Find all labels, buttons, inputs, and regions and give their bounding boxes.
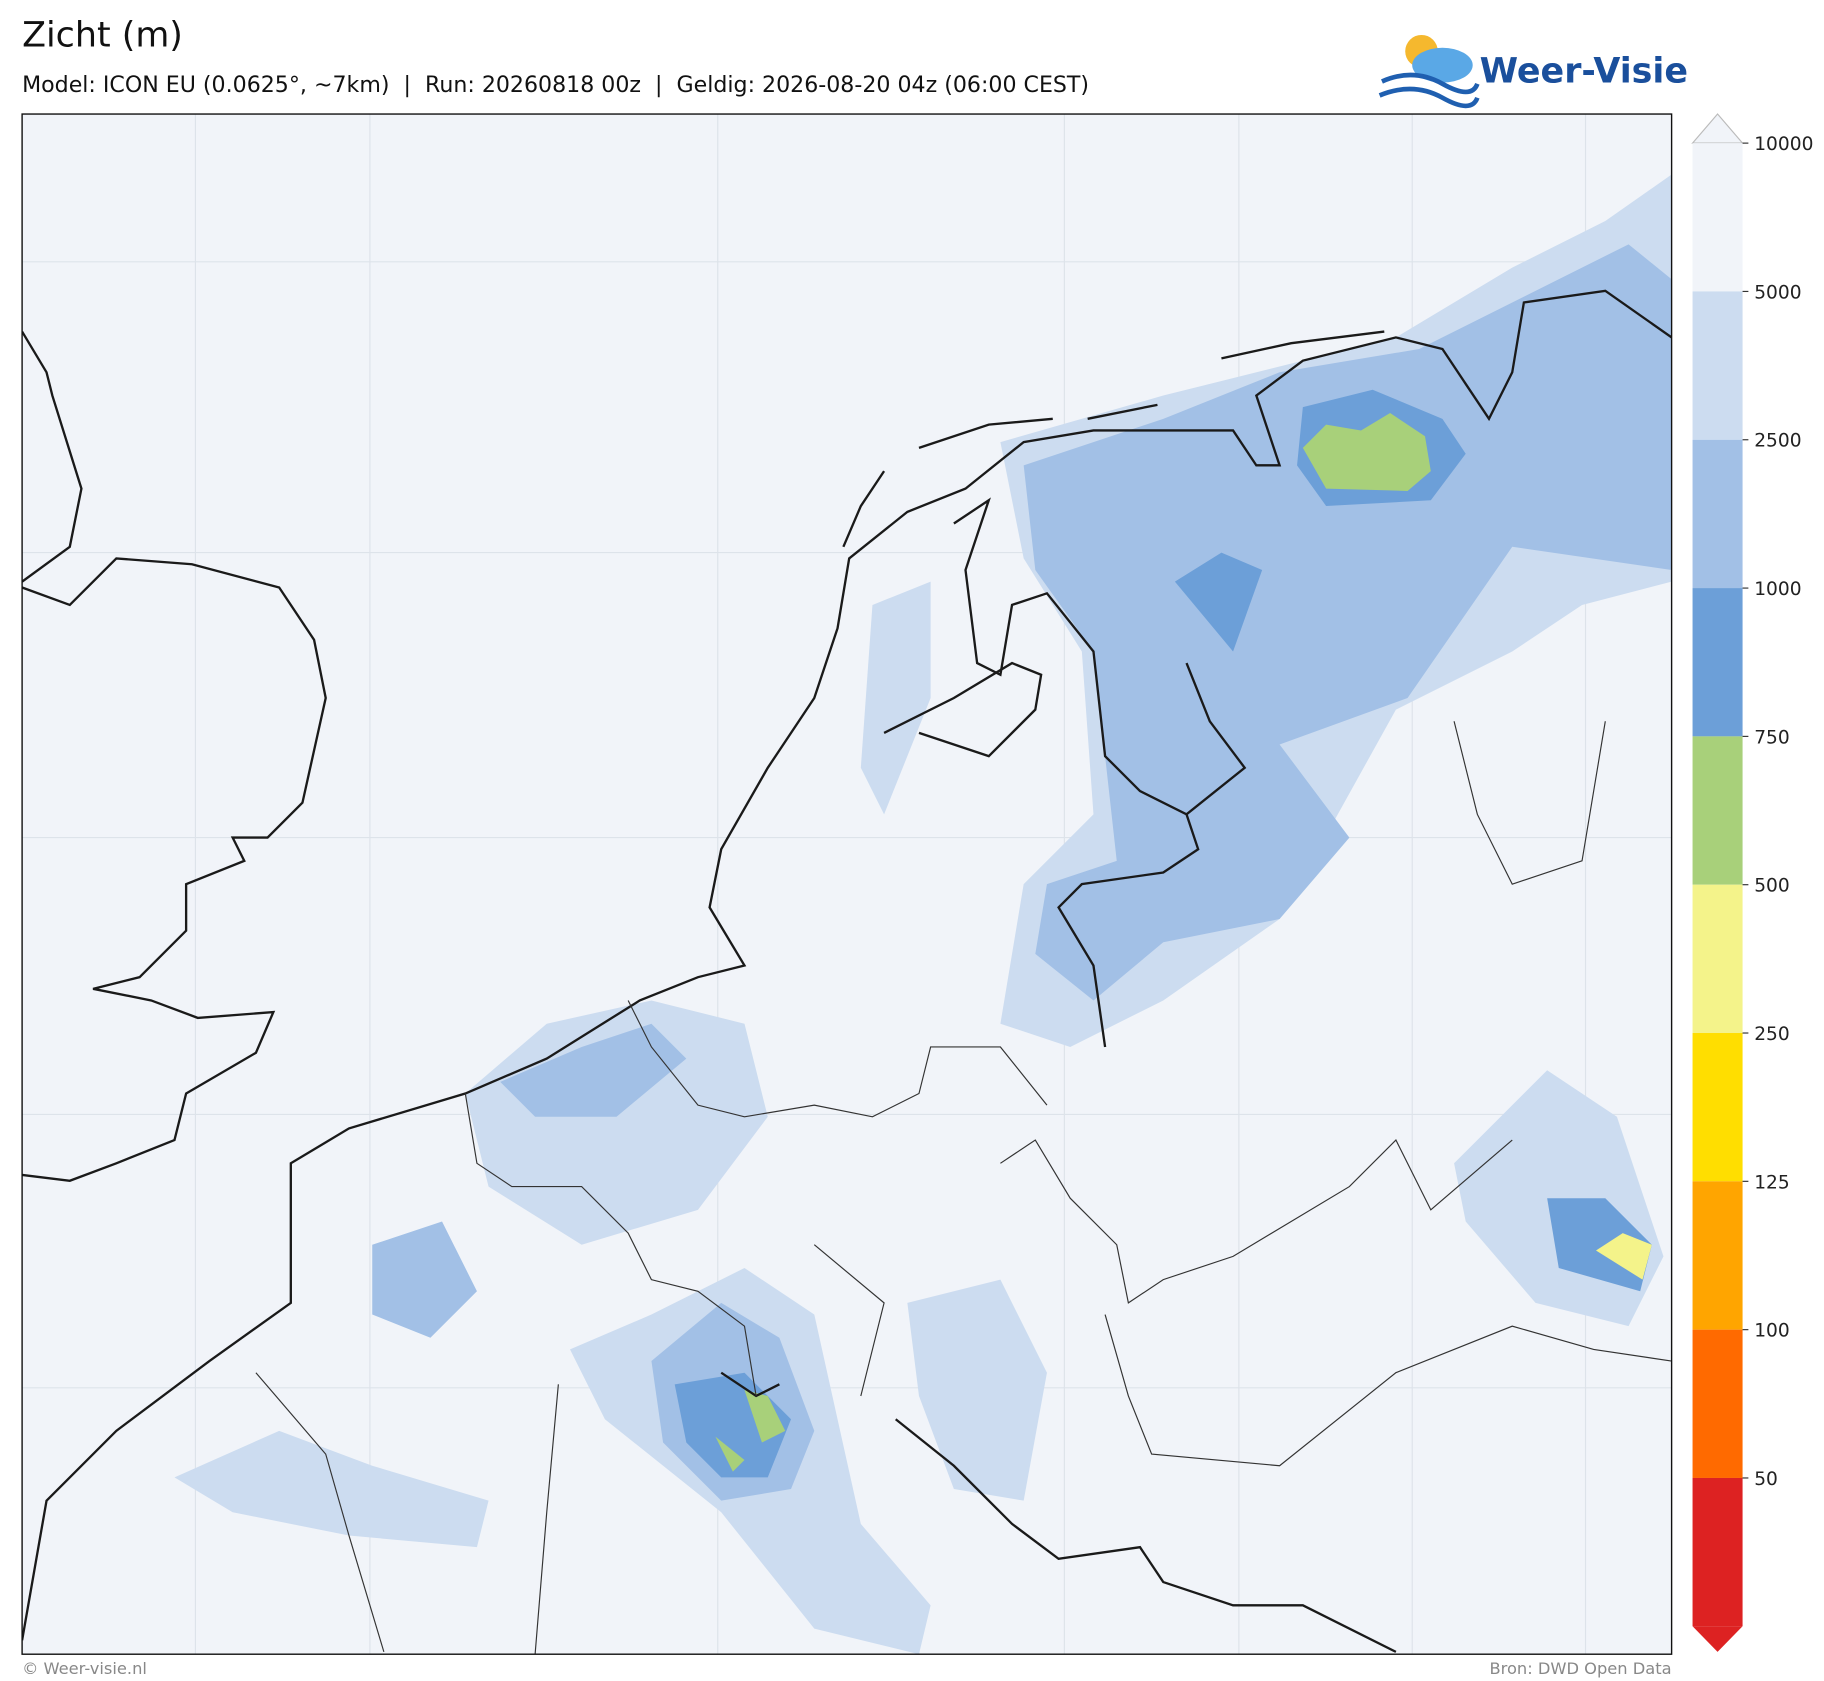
coastlines [22,289,1672,1655]
logo-text: Weer-Visie [1480,52,1688,92]
field-5000 [860,581,931,815]
field-750 [1302,413,1431,491]
colorbar-bin [1692,1033,1743,1182]
title: Zicht (m) [22,16,183,56]
logo-waves [1378,72,1480,109]
field-2500 [1023,244,1672,1001]
colorbar-bin [1692,588,1743,737]
colorbar-label: 1000 [1754,579,1801,600]
footer-right: Bron: DWD Open Data [1489,1659,1671,1678]
visibility-fields [174,174,1672,1655]
region-border [255,721,1672,1655]
country-border [720,497,1397,1653]
field-1000 [1174,552,1263,652]
colorbar-bin [1692,1181,1743,1330]
colorbar-label: 500 [1754,876,1790,897]
colorbar-bin [1692,736,1743,885]
colorbar-label: 125 [1754,1172,1790,1193]
colorbar-label: 50 [1754,1469,1778,1490]
colorbar-label: 250 [1754,1024,1790,1045]
colorbar-bin [1692,1477,1743,1627]
colorbar: 10000 5000 2500 1000 750 500 250 125 100 50 [1691,113,1813,1652]
colorbar-label: 10000 [1754,134,1813,155]
colorbar-label: 100 [1754,1321,1790,1342]
field-5000 [907,1279,1047,1501]
colorbar-bin [1692,1329,1743,1478]
field-5000 [174,1430,489,1548]
colorbar-bin [1692,291,1743,440]
map-frame [21,113,1673,1655]
subtitle: Model: ICON EU (0.0625°, ~7km) | Run: 20… [22,72,1089,98]
coastline-continent [22,289,1672,1641]
logo-cloud [1412,47,1473,83]
logo: Weer-Visie [1378,34,1688,109]
colorbar-bin [1692,143,1743,292]
colorbar-extend-bottom [1692,1626,1743,1652]
colorbar-bin [1692,439,1743,589]
field-2500 [372,1221,477,1338]
colorbar-label: 5000 [1754,282,1801,303]
coastline-uk [22,330,327,1182]
colorbar-label: 750 [1754,727,1790,748]
field-750 [715,1390,786,1472]
field-500 [1596,1233,1652,1280]
coastline-islands [842,330,1385,758]
field-2500 [500,1023,687,1117]
footer-left: © Weer-visie.nl [22,1659,147,1678]
colorbar-label: 2500 [1754,431,1801,452]
map [22,114,1672,1655]
colorbar-bin [1692,884,1743,1034]
